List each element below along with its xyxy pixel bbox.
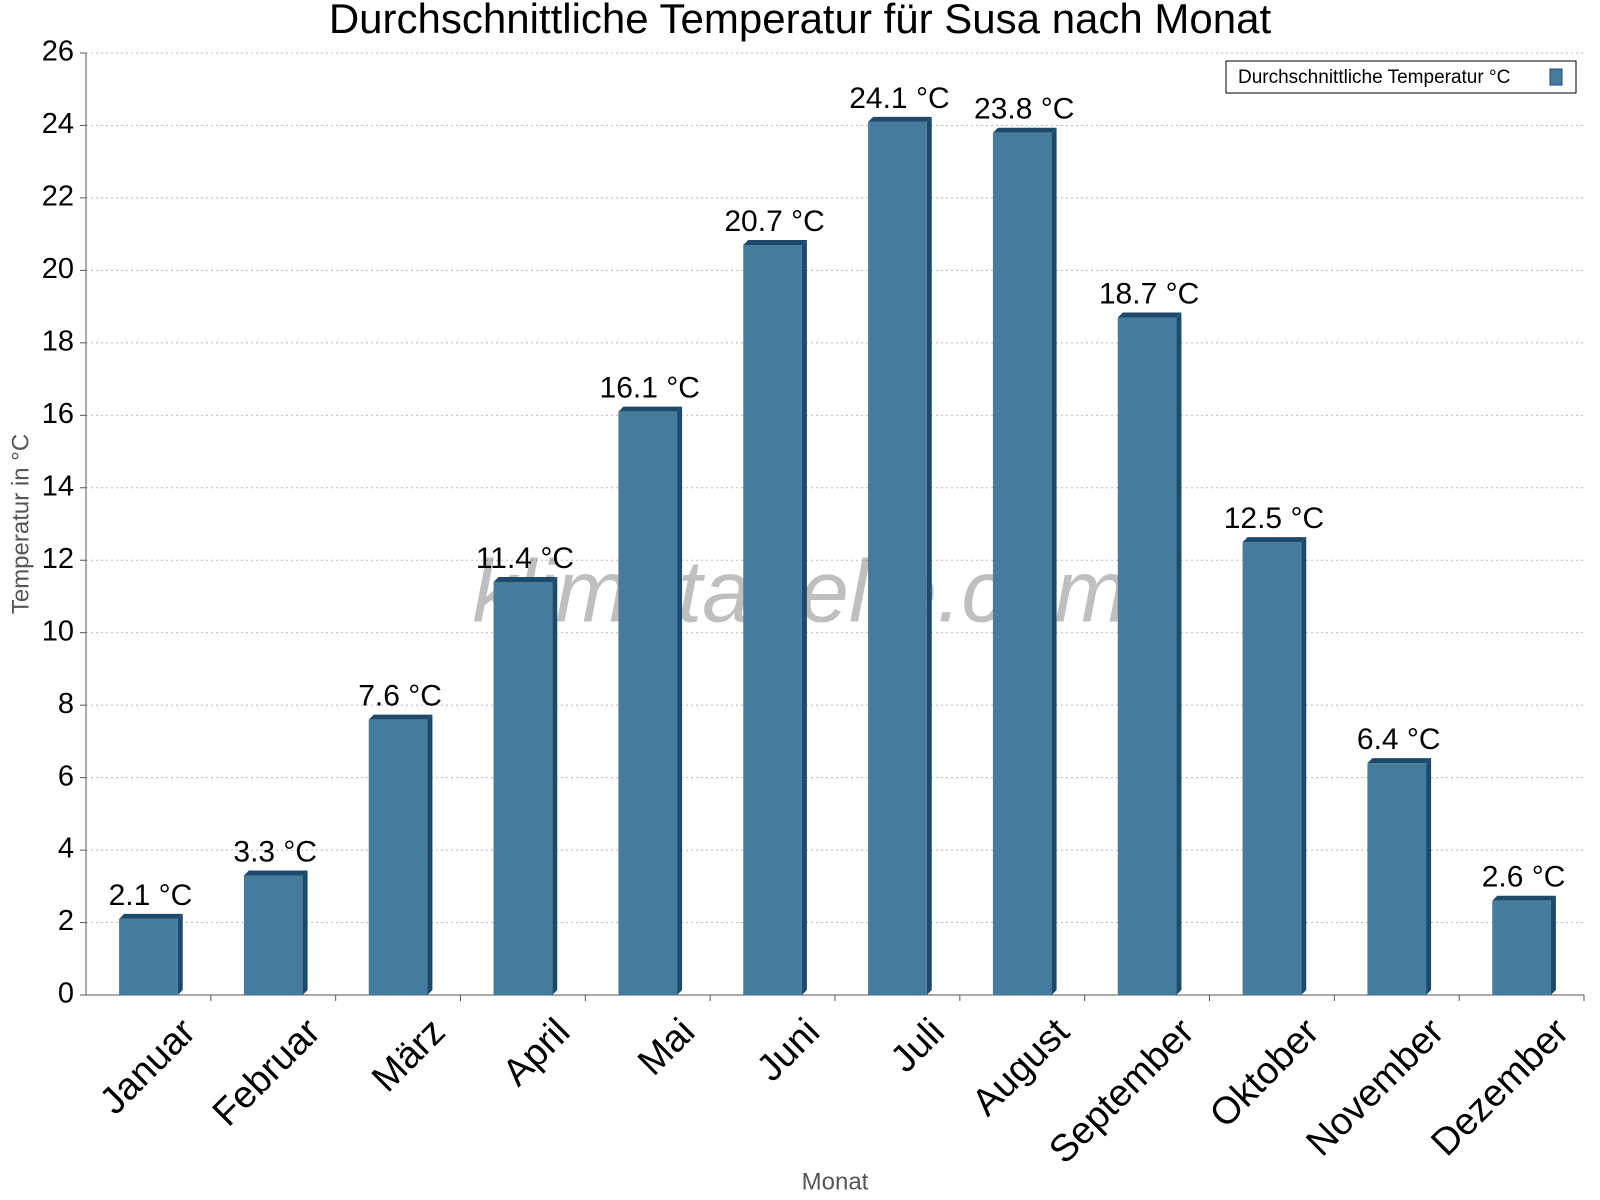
y-tick-label: 16 [42, 398, 74, 430]
bar-top [1367, 758, 1432, 764]
bar-side [177, 913, 183, 995]
bar-top [618, 406, 683, 412]
bar-side [1051, 127, 1057, 995]
y-tick-label: 12 [42, 543, 74, 575]
value-label: 2.1 °C [109, 879, 193, 912]
bar-top [119, 913, 183, 919]
bar-side [801, 240, 807, 995]
y-tick-label: 8 [58, 688, 74, 720]
bar [1492, 900, 1551, 995]
y-tick-label: 26 [42, 36, 74, 68]
value-label: 7.6 °C [358, 680, 442, 713]
chart-title: Durchschnittliche Temperatur für Susa na… [329, 0, 1272, 42]
y-tick-label: 18 [42, 326, 74, 358]
bar [243, 875, 303, 995]
bar [1242, 542, 1302, 995]
bar-top [992, 127, 1057, 133]
value-label: 12.5 °C [1224, 502, 1324, 535]
y-tick-label: 24 [42, 108, 74, 140]
bar-side [1301, 537, 1307, 995]
bar-top [493, 576, 558, 582]
value-label: 6.4 °C [1357, 723, 1441, 756]
bar [618, 411, 678, 996]
bar-side [1426, 758, 1432, 995]
bar-top [743, 240, 807, 246]
bar [119, 918, 178, 995]
bar-side [552, 576, 558, 995]
y-tick-label: 22 [42, 181, 74, 213]
y-tick-label: 20 [42, 253, 74, 285]
value-label: 11.4 °C [476, 542, 574, 575]
legend-label: Durchschnittliche Temperatur °C [1238, 67, 1510, 88]
bar [743, 245, 802, 995]
bar [368, 719, 428, 995]
bar [1367, 763, 1427, 995]
y-tick-label: 14 [42, 470, 74, 502]
bar [1117, 317, 1177, 995]
bar-side [302, 870, 308, 995]
y-tick-label: 10 [42, 615, 74, 647]
legend-swatch [1549, 68, 1563, 86]
bar-side [1550, 895, 1556, 995]
bar-side [1176, 312, 1182, 995]
value-label: 20.7 °C [724, 205, 824, 238]
value-label: 3.3 °C [233, 835, 317, 868]
value-label: 24.1 °C [849, 82, 949, 115]
bar [493, 581, 553, 995]
bar-side [427, 714, 433, 995]
bar [868, 121, 927, 996]
bar-top [368, 714, 433, 720]
legend-box [1225, 60, 1577, 94]
bar [992, 132, 1052, 995]
bar-side [926, 116, 932, 996]
bar-side [677, 406, 683, 996]
bar-top [1242, 537, 1307, 543]
y-tick-label: 0 [58, 978, 74, 1010]
value-label: 16.1 °C [600, 372, 700, 405]
bar-top [243, 870, 308, 876]
bar-top [868, 116, 932, 122]
y-tick-label: 4 [58, 833, 74, 865]
value-label: 2.6 °C [1482, 861, 1566, 894]
y-axis-label: Temperatur in °C [7, 434, 34, 614]
value-label: 23.8 °C [974, 93, 1074, 126]
value-label: 18.7 °C [1099, 277, 1199, 310]
x-axis-label: Monat [802, 1168, 869, 1195]
bar-top [1117, 312, 1182, 318]
y-tick-label: 2 [58, 905, 74, 937]
y-tick-label: 6 [58, 760, 74, 792]
bar-top [1492, 895, 1556, 901]
